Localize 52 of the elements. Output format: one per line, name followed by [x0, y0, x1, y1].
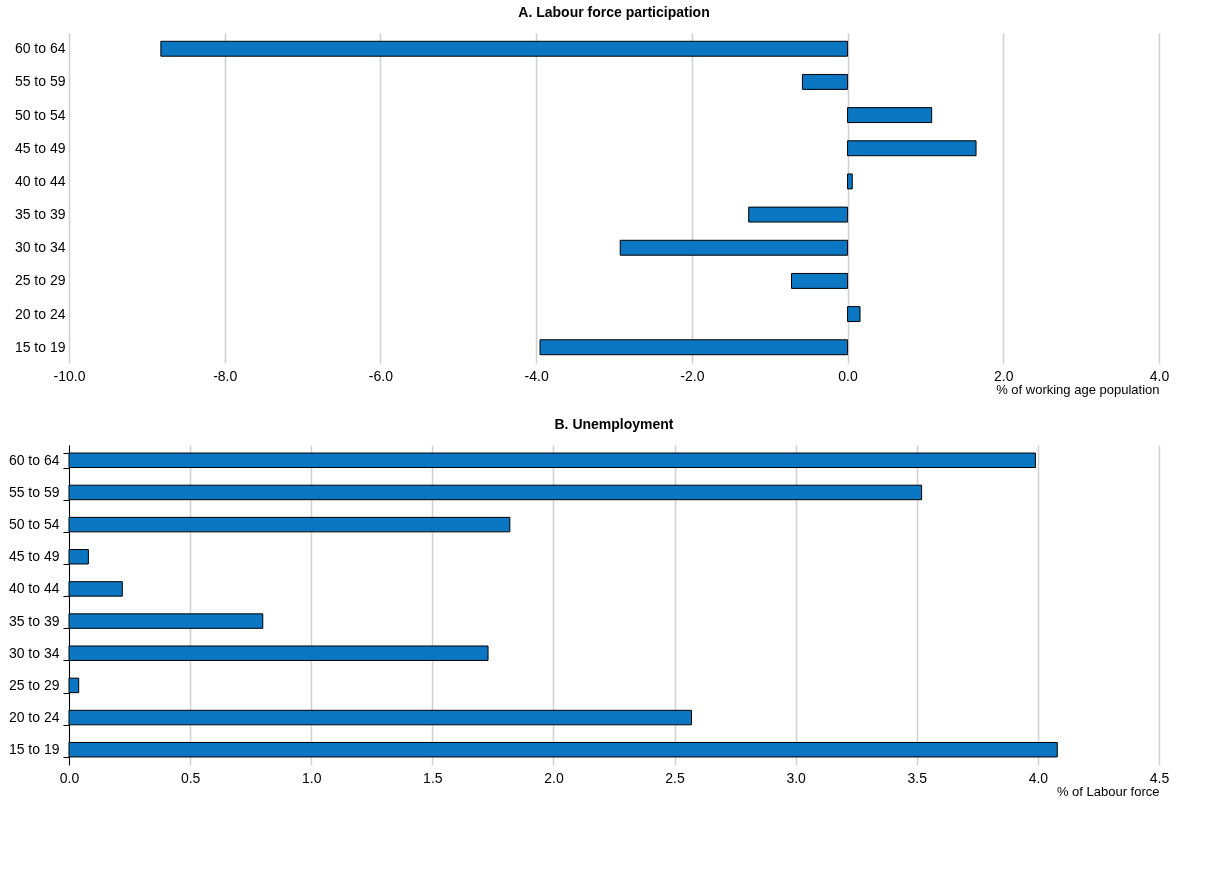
x-tick-label: 0.0 — [838, 367, 859, 384]
y-tick-label: 45 to 49 — [8, 548, 60, 565]
bar — [539, 339, 849, 356]
x-tick-label: -10.0 — [53, 367, 86, 384]
y-tick-label: 15 to 19 — [8, 741, 60, 758]
x-tick-label: 2.0 — [544, 769, 564, 786]
y-tick-label: 50 to 54 — [14, 106, 66, 123]
y-tick-label: 40 to 44 — [8, 580, 60, 597]
bar — [619, 239, 849, 256]
bar — [160, 40, 849, 57]
x-axis-title: % of Labour force — [1056, 783, 1160, 799]
x-tick-label: 3.5 — [907, 769, 928, 786]
bar — [847, 306, 861, 323]
x-tick-label: 0.0 — [59, 769, 80, 786]
x-tick-label: 4.0 — [1149, 367, 1170, 384]
x-tick-label: 1.5 — [423, 769, 443, 786]
y-tick-label: 35 to 39 — [14, 206, 66, 223]
chart-title: A. Labour force participation — [518, 4, 710, 20]
y-tick-label: 55 to 59 — [8, 483, 60, 500]
x-tick-label: 3.0 — [786, 769, 807, 786]
y-tick-label: 45 to 49 — [14, 139, 66, 156]
y-tick-label: 40 to 44 — [14, 172, 66, 189]
y-tick-label: 20 to 24 — [14, 305, 66, 322]
x-tick-label: -8.0 — [213, 367, 238, 384]
y-tick-label: 30 to 34 — [14, 239, 66, 256]
x-tick-label: 4.0 — [1028, 769, 1049, 786]
y-tick-label: 15 to 19 — [14, 338, 66, 355]
y-tick-label: 20 to 24 — [8, 709, 60, 726]
y-tick-label: 25 to 29 — [8, 676, 60, 693]
chart-title: B. Unemployment — [554, 416, 674, 432]
x-tick-label: 1.0 — [301, 769, 322, 786]
bar — [847, 173, 853, 190]
y-tick-label: 60 to 64 — [14, 40, 66, 57]
bar — [791, 272, 849, 289]
y-tick-label: 30 to 34 — [8, 644, 60, 661]
y-tick-label: 50 to 54 — [8, 516, 60, 533]
y-tick-label: 60 to 64 — [8, 451, 60, 468]
x-axis-title: % of working age population — [996, 381, 1160, 397]
bar — [847, 140, 977, 157]
bar — [847, 107, 933, 124]
x-tick-label: -2.0 — [680, 367, 705, 384]
x-tick-label: 4.5 — [1149, 769, 1170, 786]
x-tick-label: -6.0 — [368, 367, 394, 384]
y-tick-label: 55 to 59 — [14, 73, 66, 90]
x-tick-label: 0.5 — [180, 769, 201, 786]
y-tick-label: 35 to 39 — [8, 612, 60, 629]
x-tick-label: -4.0 — [524, 367, 549, 384]
y-tick-label: 25 to 29 — [14, 272, 66, 289]
bar — [801, 73, 849, 90]
x-tick-label: 2.0 — [994, 367, 1014, 384]
bar — [748, 206, 849, 223]
x-tick-label: 2.5 — [665, 769, 685, 786]
